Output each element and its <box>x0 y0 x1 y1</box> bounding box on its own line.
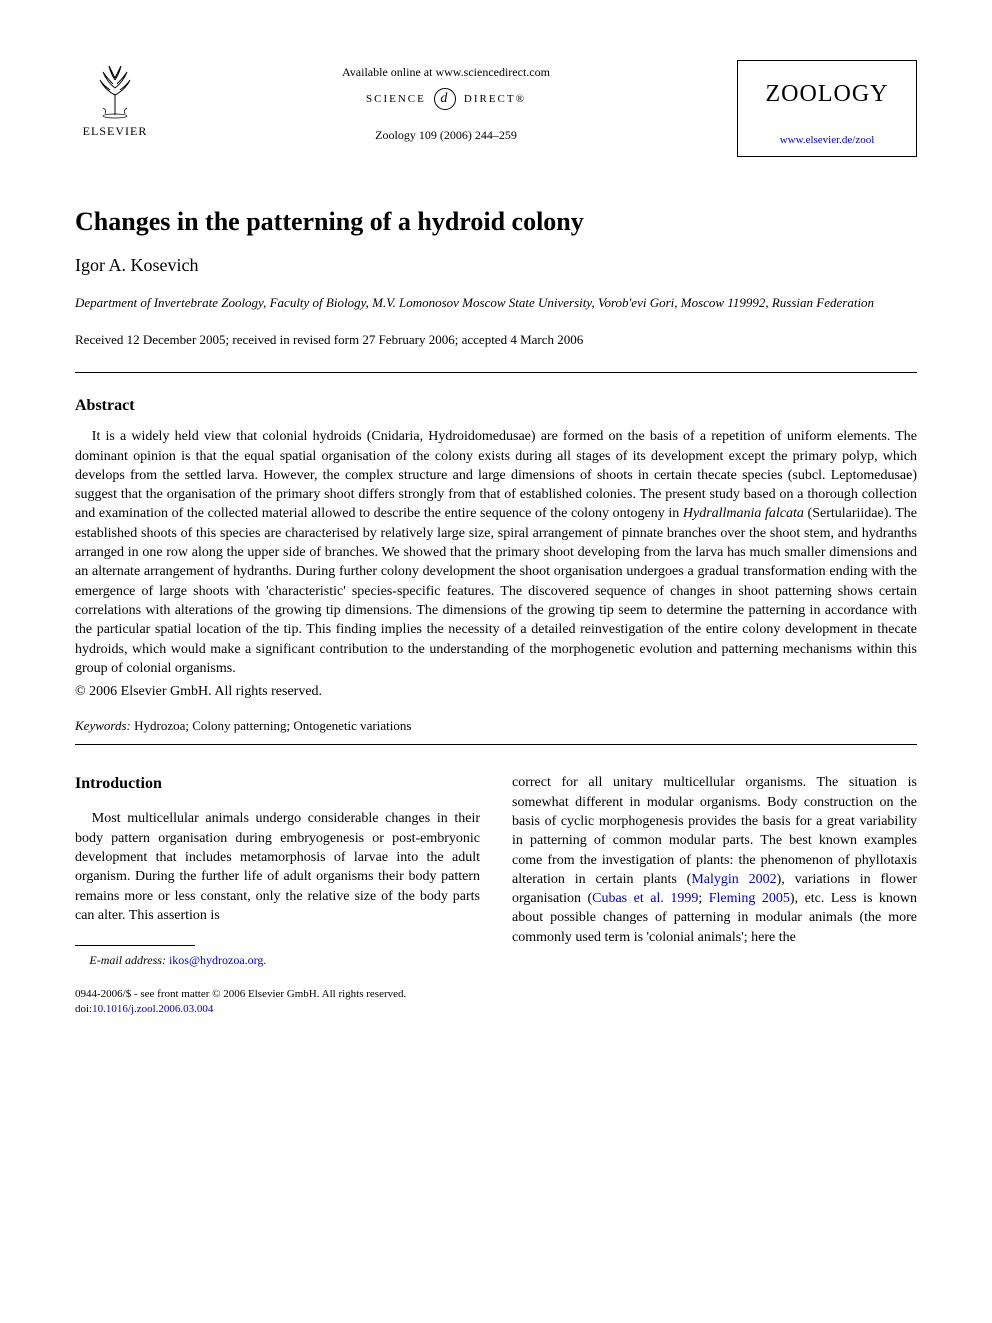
body-columns: Introduction Most multicellular animals … <box>75 773 917 1017</box>
right-mid2: ; <box>698 891 708 906</box>
ref-malygin[interactable]: Malygin 2002 <box>691 872 776 887</box>
introduction-heading: Introduction <box>75 773 480 795</box>
publisher-name: ELSEVIER <box>83 124 148 139</box>
issn-line: 0944-2006/$ - see front matter © 2006 El… <box>75 987 480 1002</box>
journal-url-link[interactable]: www.elsevier.de/zool <box>780 134 875 146</box>
science-direct-logo: SCIENCE d DIRECT® <box>155 88 737 110</box>
keywords-text: Hydrozoa; Colony patterning; Ontogenetic… <box>131 718 412 733</box>
sd-right: DIRECT® <box>464 93 526 105</box>
email-label: E-mail address: <box>89 953 166 967</box>
abstract-body: It is a widely held view that colonial h… <box>75 427 917 678</box>
divider-bottom <box>75 744 917 745</box>
journal-name: ZOOLOGY <box>746 81 908 108</box>
ref-fleming[interactable]: Fleming 2005 <box>709 891 790 906</box>
author-affiliation: Department of Invertebrate Zoology, Facu… <box>75 294 917 312</box>
email-period: . <box>263 953 266 967</box>
doi-label: doi: <box>75 1003 92 1015</box>
abstract-text-post: (Sertulariidae). The established shoots … <box>75 506 917 676</box>
article-dates: Received 12 December 2005; received in r… <box>75 332 917 348</box>
sd-glyph-icon: d <box>434 88 456 110</box>
article-title: Changes in the patterning of a hydroid c… <box>75 207 917 237</box>
publisher-logo: ELSEVIER <box>75 60 155 139</box>
keywords-line: Keywords: Hydrozoa; Colony patterning; O… <box>75 718 917 734</box>
intro-left-para: Most multicellular animals undergo consi… <box>75 809 480 925</box>
intro-right-para: correct for all unitary multicellular or… <box>512 773 917 947</box>
sd-left: SCIENCE <box>366 93 426 105</box>
doi-link[interactable]: 10.1016/j.zool.2006.03.004 <box>92 1003 213 1015</box>
keywords-label: Keywords: <box>75 718 131 733</box>
journal-box: ZOOLOGY www.elsevier.de/zool <box>737 60 917 157</box>
right-pre-ref1: correct for all unitary multicellular or… <box>512 775 917 887</box>
copyright-text: © 2006 Elsevier GmbH. All rights reserve… <box>75 684 917 700</box>
right-column: correct for all unitary multicellular or… <box>512 773 917 1017</box>
ref-cubas[interactable]: Cubas et al. 1999 <box>592 891 698 906</box>
author-name: Igor A. Kosevich <box>75 255 917 276</box>
footer-meta: 0944-2006/$ - see front matter © 2006 El… <box>75 987 480 1018</box>
footnote-divider <box>75 945 195 946</box>
doi-line: doi:10.1016/j.zool.2006.03.004 <box>75 1002 480 1017</box>
email-line: E-mail address: ikos@hydrozoa.org. <box>75 952 480 969</box>
citation-text: Zoology 109 (2006) 244–259 <box>155 128 737 143</box>
left-column: Introduction Most multicellular animals … <box>75 773 480 1017</box>
abstract-heading: Abstract <box>75 397 917 415</box>
elsevier-tree-icon <box>85 60 145 120</box>
divider-top <box>75 372 917 373</box>
email-link[interactable]: ikos@hydrozoa.org <box>169 953 263 967</box>
species-name: Hydrallmania falcata <box>683 506 804 521</box>
available-online-text: Available online at www.sciencedirect.co… <box>155 65 737 80</box>
page-header: ELSEVIER Available online at www.science… <box>75 60 917 157</box>
header-center: Available online at www.sciencedirect.co… <box>155 60 737 143</box>
